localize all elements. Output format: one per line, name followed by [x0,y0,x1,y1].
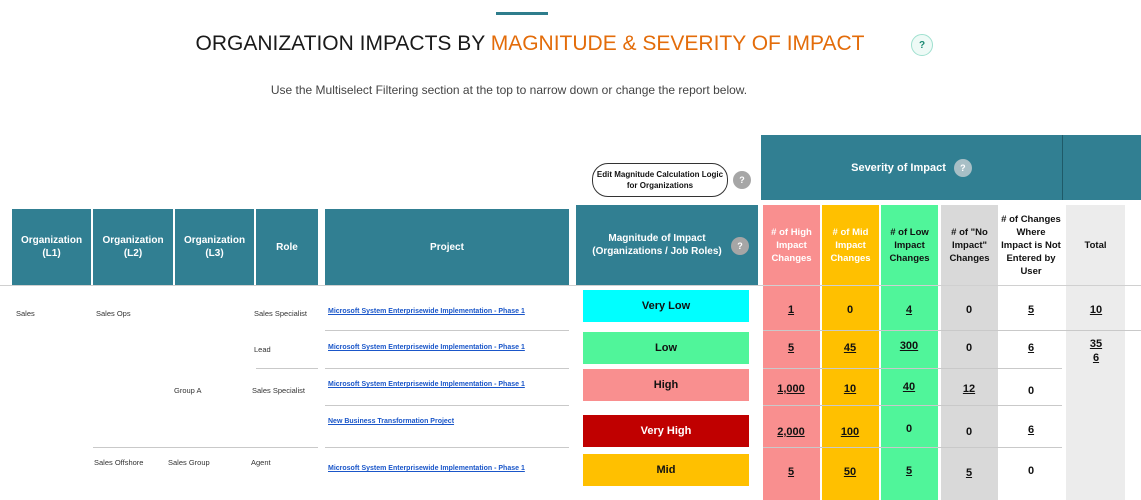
not-entered-count-link[interactable]: 5 [1027,304,1035,316]
org-l1-cell: Sales [16,309,35,318]
severity-banner-label: Severity of Impact [851,161,946,174]
help-icon[interactable]: ? [911,34,933,56]
not-entered-count-link[interactable]: 6 [1027,342,1035,354]
low-column-bg [881,285,938,500]
no-impact-count-link[interactable]: 5 [965,467,973,479]
row-divider [763,447,1062,448]
project-link[interactable]: Microsoft System Enterprisewide Implemen… [328,344,525,351]
severity-banner: Severity of Impact ? [761,135,1062,200]
column-header-total[interactable]: Total [1066,205,1125,285]
total-banner [1062,135,1141,200]
edit-magnitude-logic-button[interactable]: Edit Magnitude Calculation Logic for Org… [592,163,728,197]
column-header-no-impact[interactable]: # of "No Impact" Changes [941,205,998,285]
column-header-role[interactable]: Role [256,209,318,285]
column-header-low[interactable]: # of Low Impact Changes [881,205,938,285]
row-divider [256,368,318,369]
project-link[interactable]: Microsoft System Enterprisewide Implemen… [328,308,525,315]
mid-count: 0 [846,304,854,316]
no-impact-count-link[interactable]: 12 [962,383,976,395]
magnitude-badge: Very High [583,415,749,447]
page-title: ORGANIZATION IMPACTS BY MAGNITUDE & SEVE… [0,32,1060,56]
total-count-link[interactable]: 10 [1089,304,1103,316]
title-prefix: ORGANIZATION IMPACTS BY [195,32,491,55]
column-header-magnitude[interactable]: Magnitude of Impact (Organizations / Job… [576,205,758,285]
high-column-bg [763,285,820,500]
project-link[interactable]: Microsoft System Enterprisewide Implemen… [328,381,525,388]
help-icon[interactable]: ? [733,171,751,189]
no-impact-count: 0 [965,426,973,438]
org-l3-cell: Group A [174,386,202,395]
not-entered-count-link[interactable]: 6 [1027,424,1035,436]
no-impact-count: 0 [965,304,973,316]
row-divider [93,447,318,448]
high-count-link[interactable]: 2,000 [777,426,805,438]
column-header-high[interactable]: # of High Impact Changes [763,205,820,285]
project-link[interactable]: Microsoft System Enterprisewide Implemen… [328,465,525,472]
row-divider [763,405,1062,406]
not-entered-count: 0 [1027,385,1035,397]
high-count-link[interactable]: 5 [787,342,795,354]
total-count-link-wrap[interactable]: 6 [1092,352,1100,364]
title-accent: MAGNITUDE & SEVERITY OF IMPACT [490,32,865,55]
org-l2-cell: Sales Offshore [94,458,144,467]
column-header-org-l1[interactable]: Organization (L1) [12,209,91,285]
mid-count-link[interactable]: 100 [840,426,860,438]
project-link[interactable]: New Business Transformation Project [328,418,455,425]
magnitude-badge: Low [583,332,749,364]
role-cell: Lead [254,345,271,354]
row-divider [325,405,569,406]
help-icon[interactable]: ? [731,237,749,255]
total-count-link[interactable]: 35 [1089,338,1103,350]
high-count-link[interactable]: 1,000 [777,383,805,395]
high-count-link[interactable]: 1 [787,304,795,316]
no-impact-column-bg [941,285,998,500]
role-cell: Sales Specialist [254,309,307,318]
row-divider [325,447,569,448]
role-cell: Agent [251,458,271,467]
column-header-org-l3[interactable]: Organization (L3) [175,209,254,285]
help-icon[interactable]: ? [953,158,972,177]
mid-column-bg [822,285,879,500]
row-divider [325,330,569,331]
row-divider [763,330,1141,331]
low-count: 0 [905,423,913,435]
column-header-not-entered[interactable]: # of Changes Where Impact is Not Entered… [1000,205,1062,285]
low-count-link[interactable]: 300 [899,340,919,352]
column-header-project[interactable]: Project [325,209,569,285]
no-impact-count: 0 [965,342,973,354]
low-count-link[interactable]: 4 [905,304,913,316]
org-l3-cell: Sales Group [168,458,210,467]
magnitude-badge: High [583,369,749,401]
high-count-link[interactable]: 5 [787,466,795,478]
row-divider [763,368,1062,369]
role-cell: Sales Specialist [252,386,305,395]
org-l2-cell: Sales Ops [96,309,131,318]
page-subtitle: Use the Multiselect Filtering section at… [270,83,748,97]
magnitude-badge: Mid [583,454,749,486]
column-header-org-l2[interactable]: Organization (L2) [93,209,173,285]
magnitude-badge: Very Low [583,290,749,322]
column-header-mid[interactable]: # of Mid Impact Changes [822,205,879,285]
low-count-link[interactable]: 40 [902,381,916,393]
total-column-bg [1066,285,1125,500]
low-count-link[interactable]: 5 [905,465,913,477]
active-tab-indicator [496,12,548,15]
mid-count-link[interactable]: 10 [843,383,857,395]
mid-count-link[interactable]: 45 [843,342,857,354]
mid-count-link[interactable]: 50 [843,466,857,478]
not-entered-count: 0 [1027,465,1035,477]
table-divider [0,285,1141,286]
row-divider [325,368,569,369]
